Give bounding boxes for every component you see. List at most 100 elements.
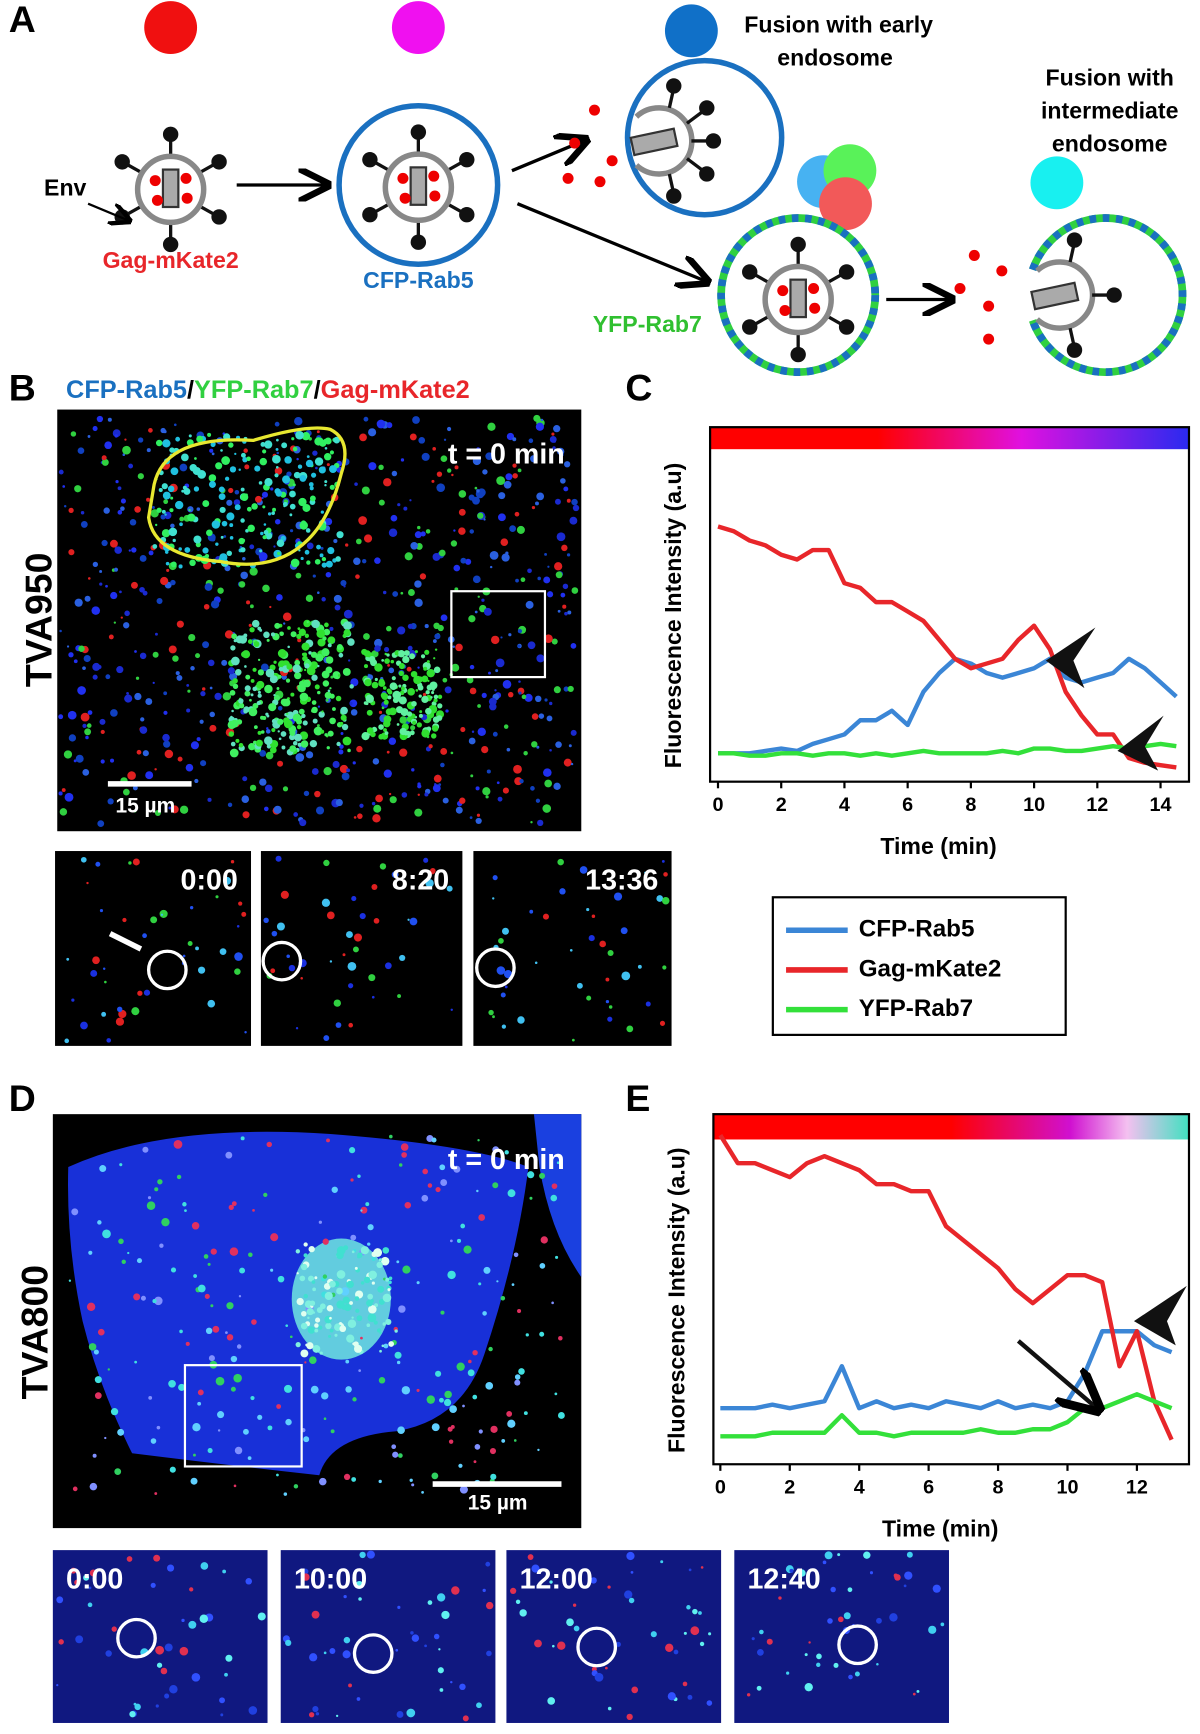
speckle: [302, 503, 311, 512]
speckle: [382, 590, 387, 595]
speckle: [276, 438, 279, 442]
speckle: [175, 436, 181, 442]
speckle: [444, 1390, 452, 1399]
speckle: [507, 691, 514, 698]
speckle: [145, 698, 153, 705]
speckle: [469, 529, 474, 534]
speckle: [410, 725, 416, 731]
speckle: [357, 1174, 361, 1178]
speckle: [260, 715, 265, 720]
speckle: [437, 694, 443, 700]
speckle: [414, 808, 423, 817]
label: CFP-Rab5: [363, 267, 474, 293]
speckle: [378, 1298, 385, 1305]
speckle: [170, 579, 176, 586]
speckle: [82, 666, 86, 671]
speckle: [506, 747, 511, 752]
speckle: [300, 1322, 308, 1330]
speckle: [398, 663, 405, 670]
speckle: [536, 492, 545, 501]
speckle: [391, 470, 398, 477]
speckle: [273, 545, 276, 548]
speckle: [129, 518, 137, 526]
speckle: [751, 1637, 755, 1641]
speckle: [572, 1603, 577, 1607]
series-line: [720, 1329, 1173, 1411]
speckle: [626, 1025, 634, 1033]
speckle: [343, 1473, 351, 1481]
speckle: [498, 938, 504, 944]
speckle: [243, 1428, 249, 1435]
speckle: [248, 743, 256, 751]
speckle: [146, 448, 151, 453]
speckle: [88, 1250, 93, 1255]
speckle: [195, 946, 199, 951]
speckle: [397, 650, 406, 658]
speckle: [556, 532, 566, 542]
speckle: [392, 1451, 399, 1458]
speckle: [238, 698, 244, 704]
speckle: [123, 622, 130, 629]
speckle: [277, 760, 284, 767]
speckle: [451, 473, 454, 477]
speckle: [203, 548, 208, 553]
speckle: [570, 643, 577, 649]
speckle: [178, 1383, 186, 1391]
speckle: [402, 674, 409, 681]
speckle: [314, 457, 324, 466]
speckle: [308, 1245, 315, 1253]
speckle: [496, 476, 506, 486]
speckle: [306, 455, 310, 459]
speckle: [362, 558, 367, 564]
speckle: [478, 1214, 486, 1221]
speckle: [300, 976, 303, 980]
plot-frame: [712, 1113, 1191, 1466]
speckle: [265, 668, 275, 678]
y-axis-label: Fluorescence Intensity (a.u): [660, 463, 686, 769]
speckle: [433, 694, 439, 700]
speckle: [316, 629, 326, 639]
speckle: [189, 905, 194, 910]
speckle: [317, 638, 326, 647]
speckle: [215, 462, 223, 470]
speckle: [326, 746, 330, 750]
speckle: [265, 712, 269, 716]
speckle: [252, 667, 257, 672]
speckle: [386, 422, 393, 429]
speckle: [356, 745, 363, 753]
speckle: [186, 708, 191, 713]
speckle: [482, 787, 491, 796]
speckle: [378, 499, 385, 506]
speckle: [134, 506, 141, 513]
speckle: [331, 1186, 338, 1193]
speckle: [628, 1597, 635, 1604]
speckle: [173, 1140, 183, 1149]
speckle: [360, 1246, 369, 1255]
speckle: [661, 859, 665, 863]
speckle: [492, 1146, 500, 1153]
speckle: [265, 729, 271, 734]
speckle: [110, 758, 115, 763]
label: YFP-Rab7: [593, 311, 702, 337]
speckle: [189, 1587, 194, 1592]
speckle: [276, 451, 280, 455]
speckle: [236, 671, 241, 676]
speckle: [330, 675, 334, 679]
speckle: [488, 1009, 494, 1016]
speckle: [388, 1341, 395, 1347]
speckle: [335, 1714, 339, 1718]
speckle: [92, 956, 100, 965]
speckle: [322, 1274, 328, 1279]
speckle: [553, 686, 561, 694]
speckle: [151, 505, 155, 510]
speckle: [250, 604, 254, 609]
speckle: [276, 1473, 279, 1477]
speckle: [557, 858, 564, 866]
speckle: [588, 935, 595, 942]
speckle: [276, 1404, 282, 1409]
speckle: [230, 719, 239, 728]
speckle: [258, 552, 268, 561]
speckle: [329, 1328, 334, 1333]
speckle: [562, 604, 567, 609]
speckle: [145, 771, 154, 780]
